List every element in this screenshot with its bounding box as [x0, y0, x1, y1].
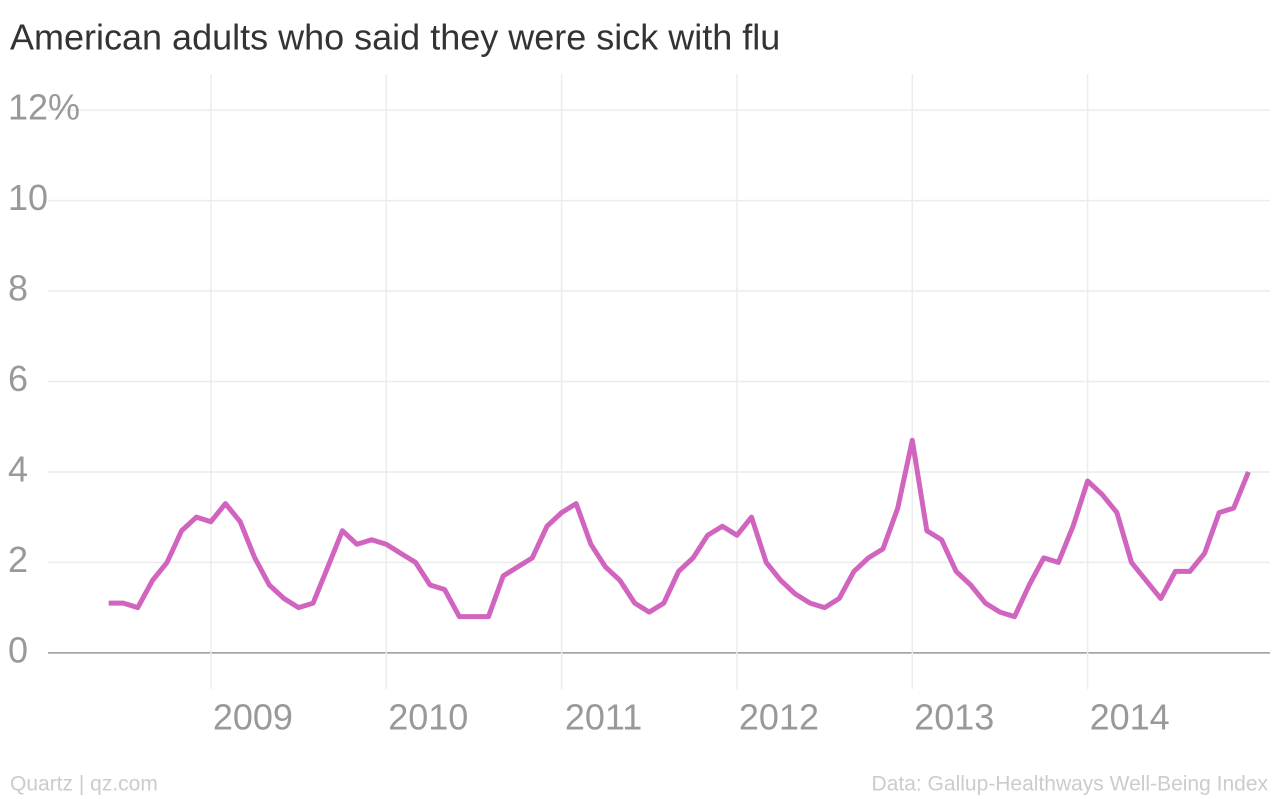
y-tick-label: 6	[8, 358, 28, 399]
y-tick-label: 0	[8, 629, 28, 670]
credit: Quartz | qz.com	[10, 773, 158, 796]
line	[108, 437, 1251, 620]
x-tick-label: 2009	[213, 697, 293, 738]
x-tick-label: 2010	[388, 697, 468, 738]
x-tick-label: 2013	[914, 697, 994, 738]
y-tick-label: 4	[8, 448, 28, 489]
chart-title: American adults who said they were sick …	[10, 17, 780, 58]
y-tick-label: 12%	[8, 87, 80, 128]
source: Data: Gallup-Healthways Well-Being Index	[872, 773, 1269, 796]
x-tick-label: 2014	[1090, 697, 1170, 738]
y-tick-label: 10	[8, 177, 48, 218]
x-tick-label: 2012	[739, 697, 819, 738]
y-tick-label: 8	[8, 268, 28, 309]
x-tick-label: 2011	[565, 697, 642, 738]
y-tick-label: 2	[8, 539, 28, 580]
